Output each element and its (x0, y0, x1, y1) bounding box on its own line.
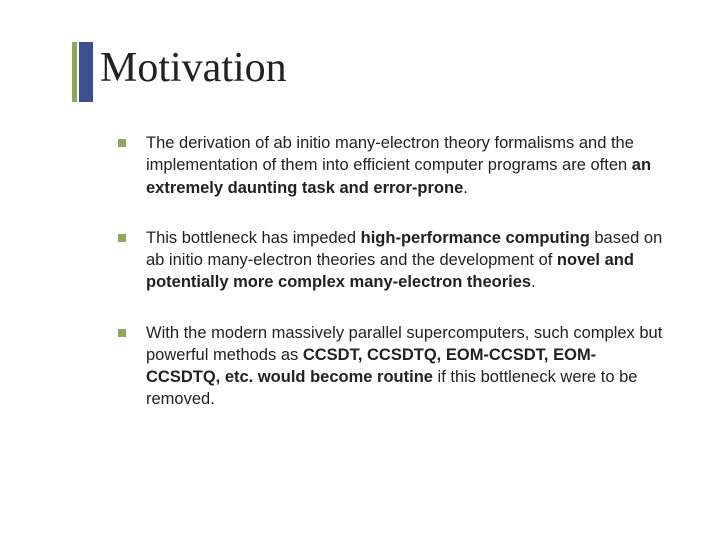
bullet-item: With the modern massively parallel super… (118, 322, 668, 411)
bullet-text: The derivation of ab initio many-electro… (146, 132, 668, 199)
bullet-text: This bottleneck has impeded high-perform… (146, 227, 668, 294)
bullet-marker-icon (118, 329, 126, 337)
bullet-marker-icon (118, 139, 126, 147)
slide-title: Motivation (100, 44, 287, 92)
bullet-text: With the modern massively parallel super… (146, 322, 668, 411)
slide-body: The derivation of ab initio many-electro… (118, 132, 668, 439)
bullet-item: The derivation of ab initio many-electro… (118, 132, 668, 199)
bullet-marker-icon (118, 234, 126, 242)
accent-bar-thick (79, 42, 93, 102)
bullet-item: This bottleneck has impeded high-perform… (118, 227, 668, 294)
accent-bar-thin (72, 42, 77, 102)
